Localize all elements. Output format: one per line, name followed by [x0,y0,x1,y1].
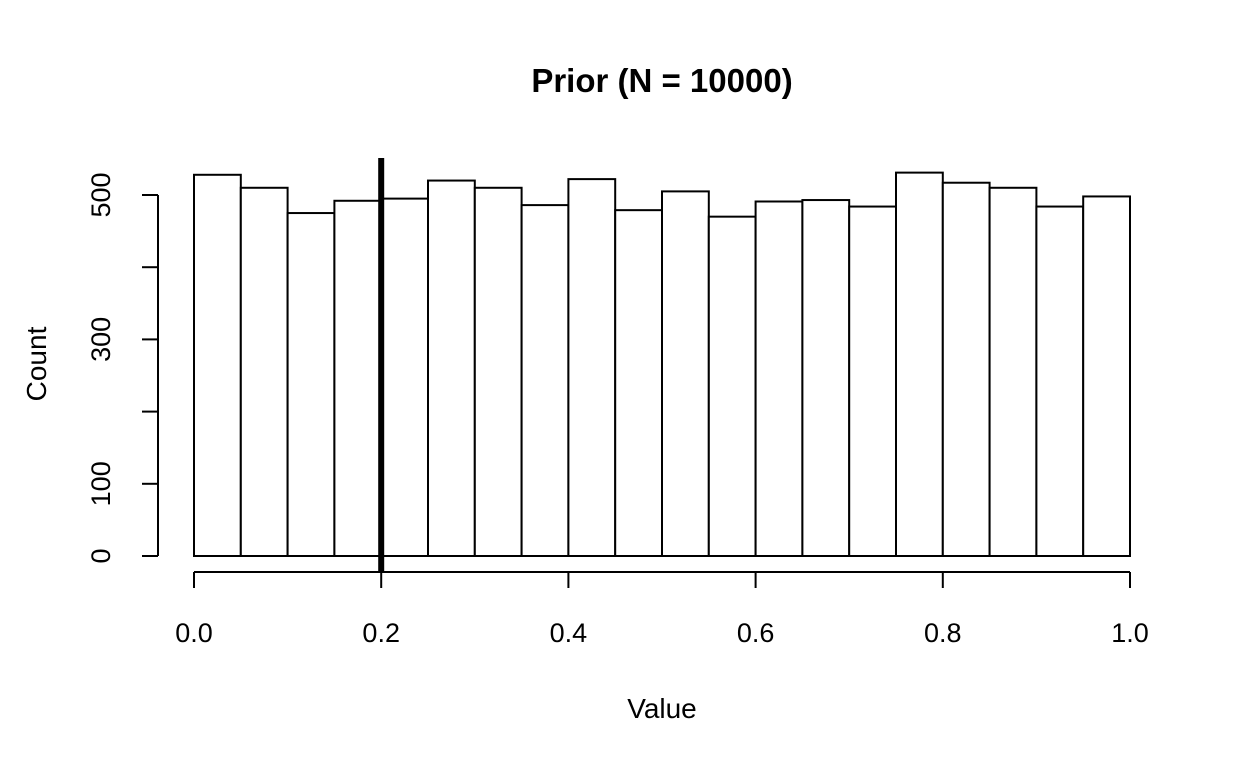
histogram-bar [1082,195,1131,557]
x-tick-label: 1.0 [1111,618,1149,648]
histogram-bar [380,197,430,558]
x-axis-label: Value [627,693,697,724]
x-tick-label: 0.0 [175,618,213,648]
x-tick-label: 0.2 [362,618,400,648]
histogram-bar [286,212,336,558]
histogram-bar [333,199,383,557]
y-tick-label: 500 [86,172,116,217]
histogram-bar [567,178,617,557]
x-axis: 0.0 0.2 0.4 0.6 0.8 1.0 [175,571,1149,648]
x-tick-label: 0.4 [550,618,588,648]
histogram-bar [614,209,664,558]
histogram-bar [707,215,757,557]
histogram-bar [193,173,242,557]
histogram-bar [427,179,476,557]
histogram-bar [661,190,710,557]
bars-group [193,171,1131,558]
histogram-bar [988,186,1038,557]
y-tick-label: 300 [86,317,116,362]
histogram-bar [1035,205,1085,557]
histogram-bar [754,200,804,558]
chart-title: Prior (N = 10000) [531,62,792,99]
y-tick-label: 0 [86,548,116,563]
y-tick-label: 100 [86,461,116,506]
y-axis-label: Count [21,326,52,401]
y-axis: 0 100 300 500 [86,172,159,564]
x-tick-label: 0.6 [737,618,775,648]
histogram-bar [473,186,523,557]
histogram-bar [848,205,898,557]
histogram-bar [520,204,570,557]
histogram-bar [941,181,991,557]
x-tick-label: 0.8 [924,618,962,648]
histogram-bar [801,199,851,558]
histogram-bar [239,186,289,557]
histogram-bar [895,171,944,557]
